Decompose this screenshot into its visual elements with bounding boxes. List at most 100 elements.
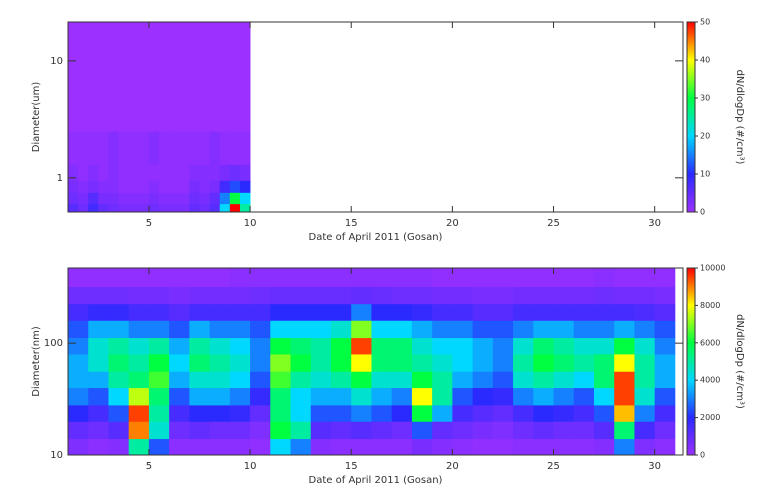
heat-cell [351,371,372,389]
heat-cell [128,404,150,422]
heat-cell [290,303,312,321]
heat-cell [78,22,89,132]
heat-cell [573,268,595,288]
heat-cell [88,421,109,440]
heat-cell [98,203,109,213]
heat-cell [654,371,676,389]
heat-cell [209,131,221,165]
x-tick-label: 10 [244,461,257,472]
heat-cell [432,320,453,339]
heat-cell [513,421,534,440]
heat-cell [573,438,595,456]
heat-cell [330,303,352,321]
heat-cell [128,337,150,355]
heat-cell [169,337,190,355]
x-tick-label: 25 [547,218,560,229]
x-tick-label: 30 [648,218,661,229]
heat-cell [593,268,615,288]
heat-cell [209,164,221,181]
heat-cell [169,22,180,132]
heat-cell [310,387,332,406]
heat-cell [229,354,251,372]
heat-cell [128,320,150,339]
heat-cell [310,371,332,389]
heat-cell [593,303,615,321]
y-axis-label: Diameter(nm) [31,326,42,397]
heat-cell [492,404,514,422]
heat-cell [209,320,231,339]
heat-cell [128,22,140,132]
heat-cell [68,268,89,288]
heat-cell [411,371,433,389]
heat-cell [179,164,190,181]
heat-cell [452,303,474,321]
heat-cell [169,268,190,288]
heat-cell [88,404,109,422]
heat-cell [229,180,241,193]
heat-cell [169,203,180,213]
colorbar-tick-label: 2000 [700,413,720,422]
heat-cell [239,203,251,213]
heat-cell [229,268,251,288]
heat-cell [108,180,119,193]
heat-cell [330,404,352,422]
heat-cell [432,438,453,456]
heat-cell [148,203,160,213]
heat-cell [159,22,170,132]
heat-cell [533,303,554,321]
heat-cell [128,192,140,205]
heat-cell [148,337,170,355]
heat-cell [229,192,241,205]
colorbar-tick-label: 8000 [700,301,720,310]
heat-cell [371,337,393,355]
heat-cell [593,438,615,456]
heat-cell [472,404,494,422]
heat-cell [533,371,554,389]
heat-cell [330,337,352,355]
colorbar-tick-label: 10 [700,170,710,179]
heat-cell [148,354,170,372]
heat-cell [88,131,99,165]
heat-cell [533,354,554,372]
heat-cell [128,164,140,181]
heat-cell [573,286,595,305]
heat-cell [513,268,534,288]
heat-cell [351,404,372,422]
heat-cell [98,180,109,193]
heat-cell [88,320,109,339]
heat-cell [452,438,474,456]
heat-cell [199,22,211,132]
heat-cell [68,203,79,213]
heat-cell [138,192,150,205]
heat-cell [634,268,656,288]
heat-cell [88,22,99,132]
colorbar [686,267,696,456]
heat-cell [148,192,160,205]
heat-cell [492,354,514,372]
heat-cell [411,421,433,440]
heat-cell [472,303,494,321]
heat-cell [411,268,433,288]
heat-cell [128,268,150,288]
heat-cell [614,404,635,422]
colorbar-label: dN/dlogDp (#/cm³) [734,314,745,409]
heat-cell [371,404,393,422]
heat-cell [593,320,615,339]
colorbar-tick-label: 10000 [700,264,725,273]
heat-cell [290,371,312,389]
heat-cell [654,320,676,339]
colorbar-label: dN/dlogDp (#/cm³) [734,70,745,165]
heat-cell [250,404,271,422]
heat-cell [432,268,453,288]
heat-cell [88,438,109,456]
heat-cell [634,387,656,406]
heat-cell [270,421,291,440]
heat-cell [654,404,676,422]
heat-cell [169,404,190,422]
heat-cell [452,354,474,372]
heat-cell [290,320,312,339]
heat-cell [118,131,130,165]
y-axis-label: Diameter(um) [31,82,42,153]
heat-cell [169,421,190,440]
